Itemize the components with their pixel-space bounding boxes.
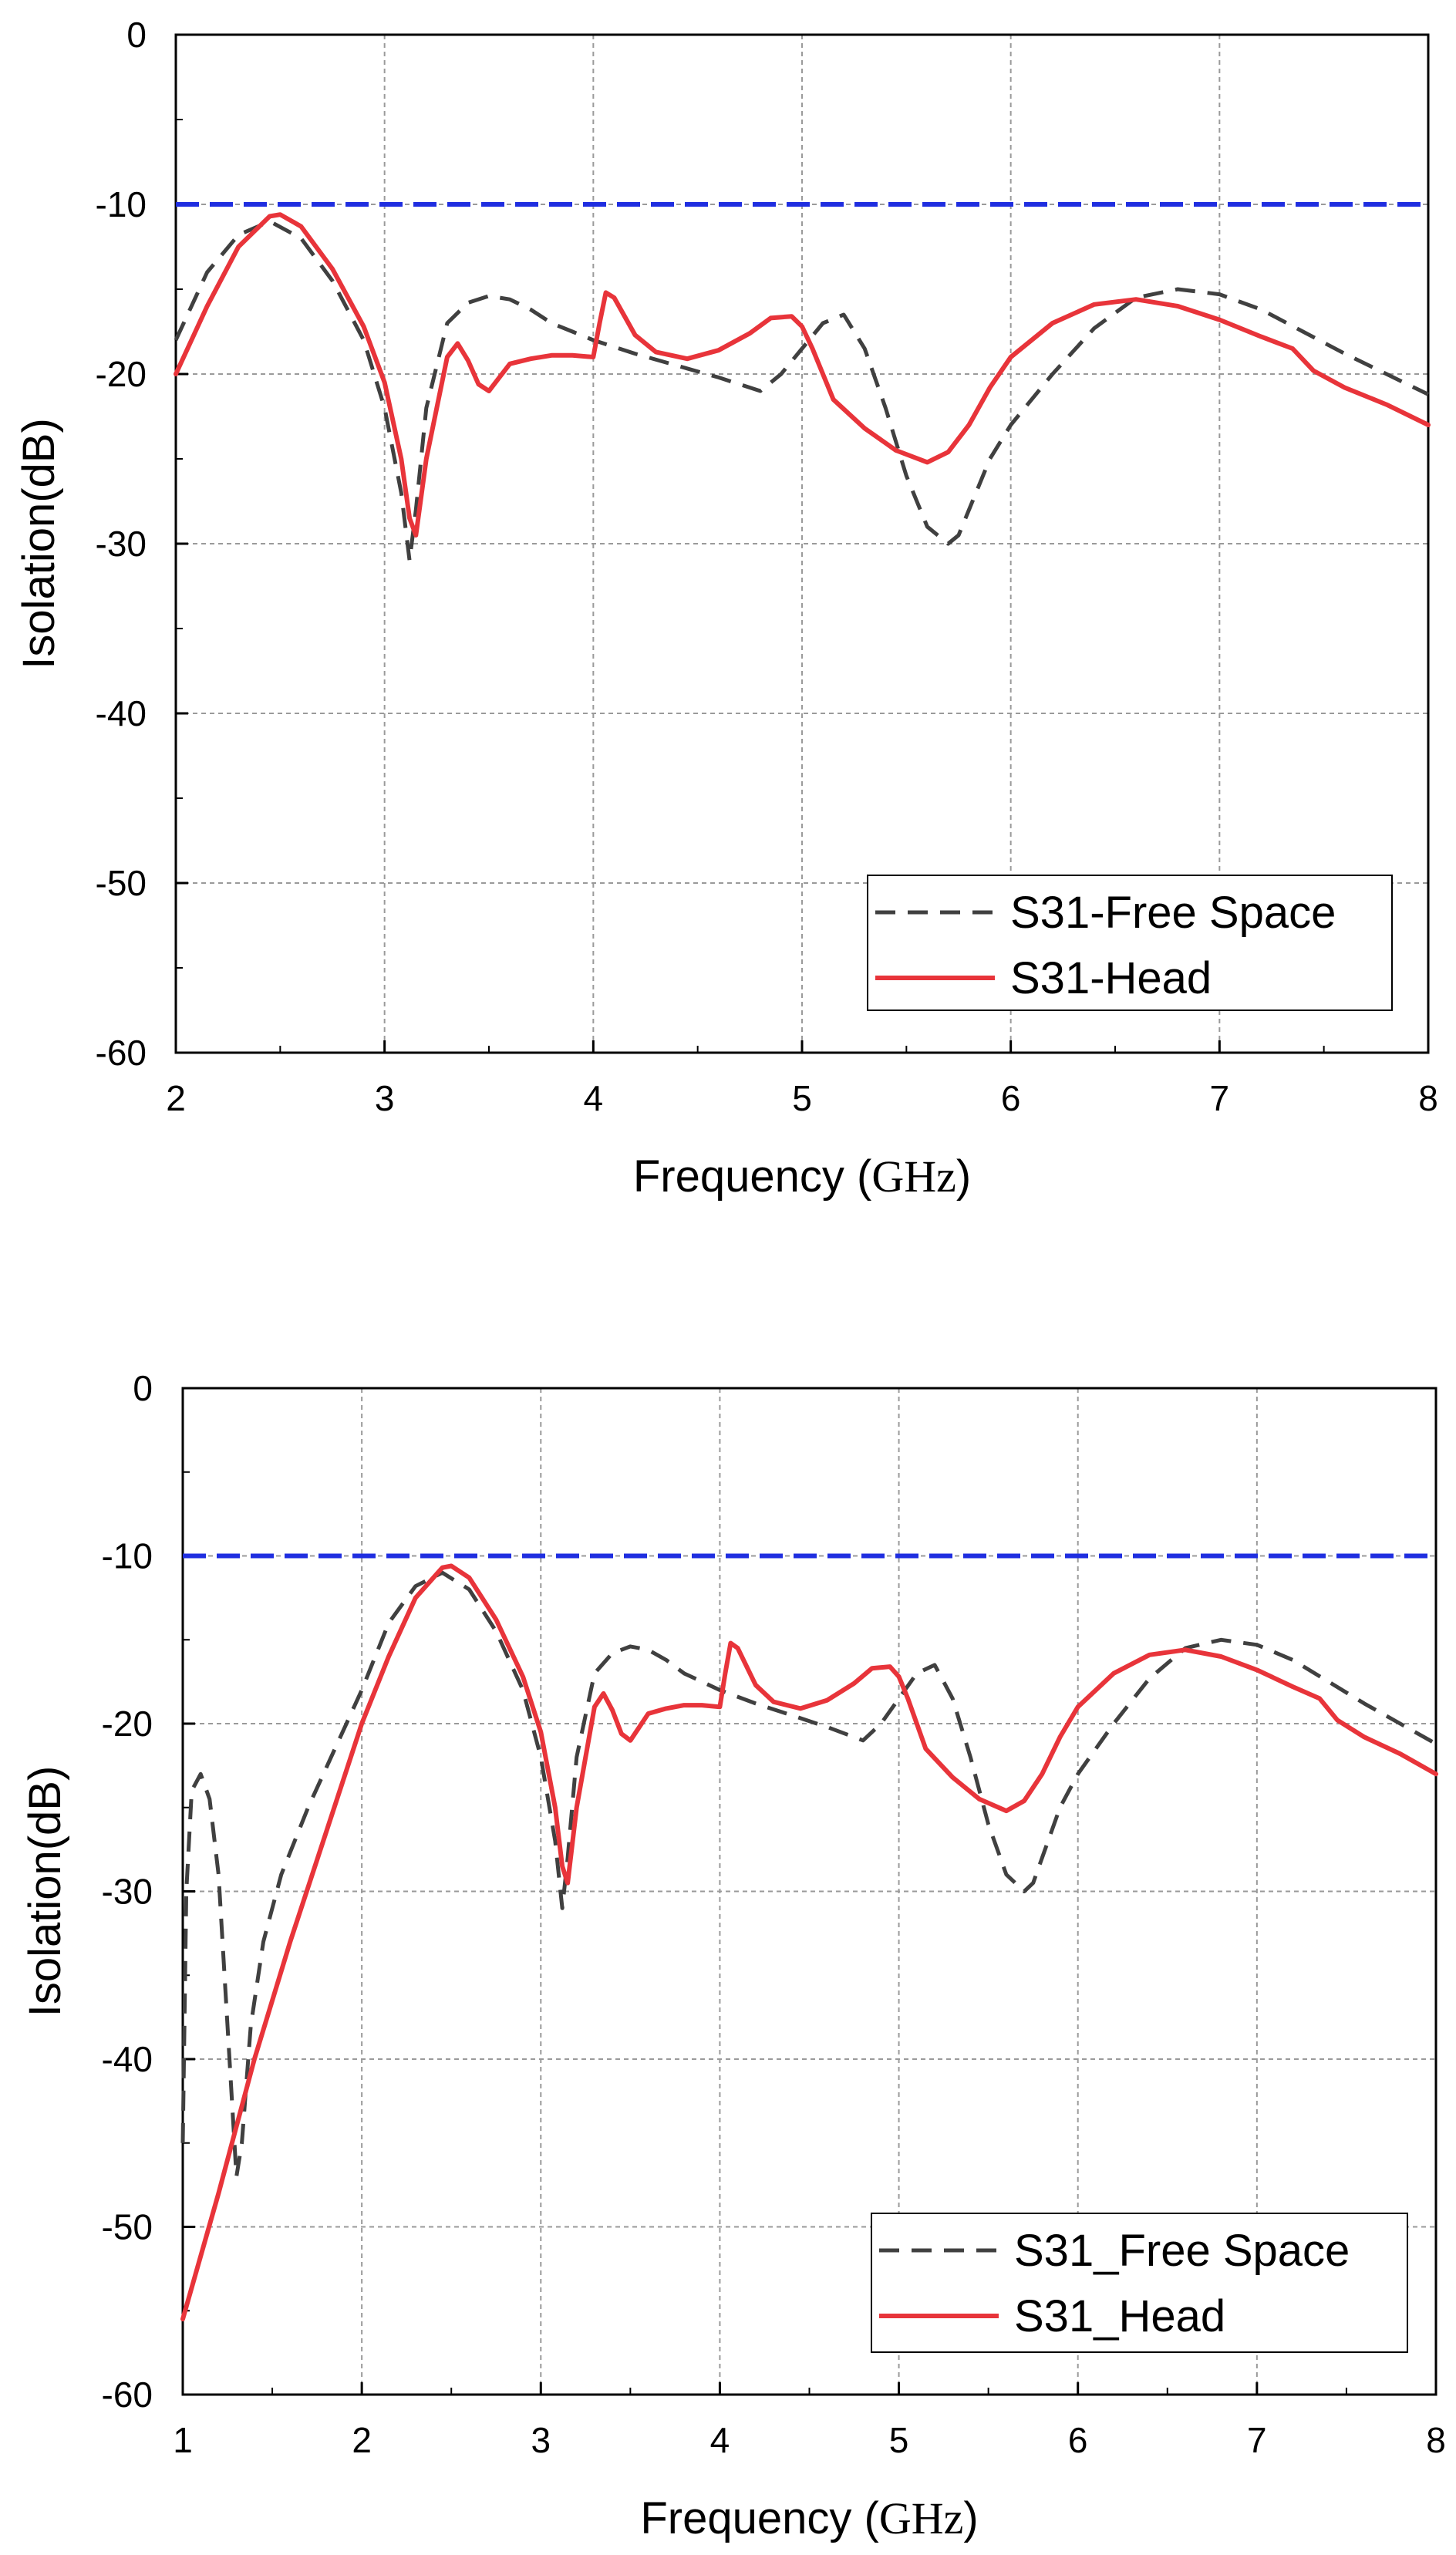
bottom-series-head-line: [180, 1563, 1438, 2322]
top-y-tick-label: -10: [96, 184, 147, 224]
bottom-y-tick-label: -60: [102, 2375, 153, 2415]
chart-bottom-svg: 1 2 3 4 5 6 7 8 0 -10 -20 -30 -40 -50 -60 Frequency (GH…: [20, 1368, 1446, 2543]
top-x-axis-paren: (: [844, 1151, 871, 1202]
top-x-tick-label: 2: [166, 1078, 186, 1118]
top-legend-label-0: S31-Free Space: [1010, 888, 1336, 938]
bottom-x-tick-label: 3: [531, 2420, 551, 2460]
bottom-x-axis-paren: ): [963, 2493, 978, 2543]
top-series-head-line: [174, 212, 1431, 538]
bottom-x-tick-label: 7: [1247, 2420, 1267, 2460]
bottom-x-axis-title: Frequency (GHz): [640, 2493, 978, 2543]
bottom-x-tick-label: 2: [352, 2420, 372, 2460]
bottom-x-tick-label: 5: [889, 2420, 909, 2460]
top-x-axis-label: Frequency: [633, 1151, 844, 1202]
bottom-y-tick-label: -50: [102, 2207, 153, 2247]
bottom-legend-label-0: S31_Free Space: [1014, 2226, 1350, 2276]
bottom-x-axis-unit: GHz: [879, 2493, 964, 2543]
top-series-free-space-line: [174, 219, 1430, 563]
bottom-legend-box: [871, 2213, 1408, 2353]
bottom-legend-label-1: S31_Head: [1014, 2291, 1225, 2341]
bottom-x-tick-label: 4: [710, 2420, 730, 2460]
bottom-y-tick-label: 0: [133, 1368, 153, 1408]
top-x-axis-unit: GHz: [871, 1151, 956, 1202]
bottom-y-tick-label: -40: [102, 2039, 153, 2079]
chart-bottom: 1 2 3 4 5 6 7 8 0 -10 -20 -30 -40 -50 -60 Frequency (GH…: [0, 1342, 1456, 2555]
chart-top: 2 3 4 5 6 7 8 0 -10 -20 -30 -40 -50 -60 Frequency (GHz…: [0, 0, 1456, 1265]
top-legend-label-1: S31-Head: [1010, 953, 1212, 1003]
top-x-tick-label: 6: [1001, 1078, 1021, 1118]
bottom-legend: S31_Free Space S31_Head: [871, 2213, 1408, 2353]
chart-top-svg: 2 3 4 5 6 7 8 0 -10 -20 -30 -40 -50 -60 Frequency (GHz…: [14, 15, 1438, 1202]
bottom-x-axis-label: Frequency: [640, 2493, 851, 2543]
bottom-x-tick-label: 1: [173, 2420, 193, 2460]
top-x-tick-label: 5: [792, 1078, 812, 1118]
bottom-x-axis-paren: (: [851, 2493, 878, 2543]
top-y-tick-label: -40: [96, 693, 147, 733]
bottom-x-tick-label: 6: [1068, 2420, 1088, 2460]
top-x-tick-label: 7: [1210, 1078, 1230, 1118]
top-x-tick-label: 8: [1418, 1078, 1438, 1118]
top-x-tick-label: 3: [375, 1078, 395, 1118]
top-x-tick-label: 4: [584, 1078, 604, 1118]
top-y-tick-label: -60: [96, 1033, 147, 1073]
bottom-x-tick-label: 8: [1426, 2420, 1446, 2460]
bottom-series-free-space-line: [180, 1570, 1437, 2179]
top-legend-box: [867, 875, 1393, 1011]
bottom-y-axis-title: Isolation(dB): [20, 1766, 70, 2017]
bottom-y-tick-label: -20: [102, 1704, 153, 1744]
top-x-axis-title: Frequency (GHz): [633, 1151, 971, 1202]
top-y-tick-label: -30: [96, 524, 147, 564]
top-x-axis-paren: ): [956, 1151, 971, 1202]
bottom-y-tick-label: -30: [102, 1872, 153, 1912]
bottom-y-tick-label: -10: [102, 1536, 153, 1576]
top-legend: S31-Free Space S31-Head: [867, 875, 1393, 1011]
top-y-tick-label: -50: [96, 863, 147, 903]
top-y-axis-title: Isolation(dB): [14, 418, 64, 669]
top-y-tick-label: 0: [126, 15, 147, 55]
top-y-tick-label: -20: [96, 354, 147, 394]
